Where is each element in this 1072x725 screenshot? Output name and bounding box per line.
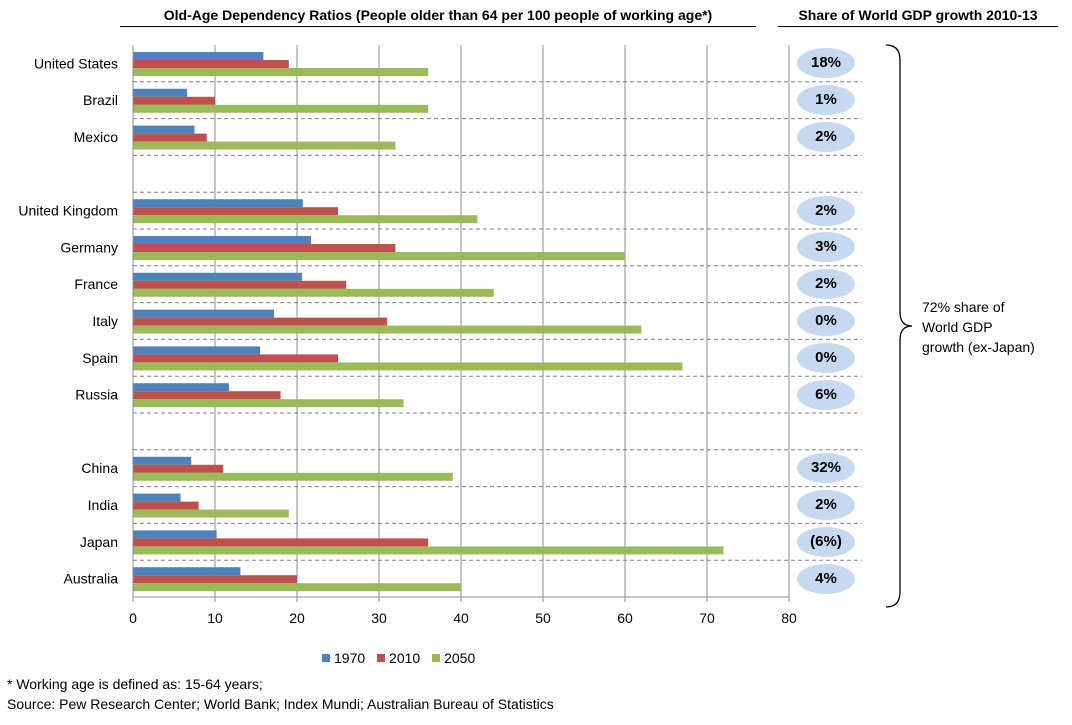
category-label: United States xyxy=(34,55,118,71)
bar-2010 xyxy=(133,96,215,105)
category-label: Russia xyxy=(75,387,118,403)
x-tick-label: 30 xyxy=(371,610,387,626)
category-label: France xyxy=(74,276,118,292)
gdp-share-bubble: 2% xyxy=(797,195,855,226)
gdp-share-bubble: 2% xyxy=(797,490,855,520)
bar-2050 xyxy=(133,68,429,76)
gdp-share-bubble: 3% xyxy=(797,232,855,263)
bar-1970 xyxy=(133,530,217,539)
x-tick-label: 70 xyxy=(699,610,715,626)
x-tick-label: 50 xyxy=(535,610,551,626)
bar-2010 xyxy=(133,391,281,400)
gdp-share-bubble: 6% xyxy=(797,379,855,410)
left-chart-title: Old-Age Dependency Ratios (People older … xyxy=(120,6,756,27)
bar-2010 xyxy=(133,244,396,252)
bar-1970 xyxy=(133,88,188,97)
bar-1970 xyxy=(133,272,302,281)
bar-1970 xyxy=(133,199,303,208)
legend-item-2050: 2050 xyxy=(432,649,475,667)
x-tick-label: 20 xyxy=(289,610,305,626)
category-label: United Kingdom xyxy=(18,203,118,219)
bar-1970 xyxy=(133,383,229,392)
gdp-share-bubble: 2% xyxy=(797,122,855,152)
gdp-share-bubble: 4% xyxy=(797,563,855,594)
x-tick-label: 10 xyxy=(207,610,223,626)
bar-2010 xyxy=(133,133,207,142)
gdp-share-bubble: (6%) xyxy=(797,526,855,557)
bar-1970 xyxy=(133,346,261,355)
category-label: India xyxy=(88,497,119,513)
bar-2050 xyxy=(133,583,461,592)
bar-2050 xyxy=(133,325,642,334)
category-label: Italy xyxy=(92,313,118,329)
footnote-working-age: * Working age is defined as: 15-64 years… xyxy=(7,676,263,692)
category-label: Japan xyxy=(80,534,118,550)
bar-2010 xyxy=(133,354,338,363)
right-column-title: Share of World GDP growth 2010-13 xyxy=(778,6,1058,27)
brace-annotation-line: World GDP xyxy=(922,319,993,335)
bar-2050 xyxy=(133,104,429,113)
gdp-share-bubble: 0% xyxy=(797,306,855,336)
bar-1970 xyxy=(133,456,192,465)
bar-2010 xyxy=(133,207,338,216)
x-tick-label: 0 xyxy=(129,610,137,626)
bar-2010 xyxy=(133,575,297,584)
legend-swatch xyxy=(432,654,441,662)
legend-swatch xyxy=(322,654,330,662)
bar-2050 xyxy=(133,509,289,518)
bar-2010 xyxy=(133,538,429,547)
bar-1970 xyxy=(133,309,275,318)
x-tick-label: 40 xyxy=(453,610,469,626)
bar-2050 xyxy=(133,399,404,408)
bar-1970 xyxy=(133,567,241,576)
gdp-share-bubble: 32% xyxy=(797,453,855,484)
gdp-share-bubble: 1% xyxy=(797,85,855,116)
bar-1970 xyxy=(133,125,195,134)
bar-2050 xyxy=(133,252,625,260)
curly-brace xyxy=(885,44,913,608)
bar-2010 xyxy=(133,60,289,68)
chart-legend: 1970 2010 2050 xyxy=(322,649,483,667)
legend-label: 2010 xyxy=(389,650,421,666)
legend-label: 2050 xyxy=(444,650,476,666)
gdp-share-bubble: 2% xyxy=(797,269,855,300)
x-tick-label: 60 xyxy=(617,610,633,626)
x-tick-label: 80 xyxy=(781,610,797,626)
legend-label: 1970 xyxy=(334,650,366,666)
category-label: China xyxy=(81,460,118,476)
brace-annotation-line: growth (ex-Japan) xyxy=(922,339,1035,355)
category-label: Australia xyxy=(64,571,119,587)
bar-1970 xyxy=(133,236,311,244)
bar-2010 xyxy=(133,280,347,289)
legend-item-1970: 1970 xyxy=(322,649,365,667)
category-label: Mexico xyxy=(74,129,119,145)
bar-2050 xyxy=(133,362,683,371)
bar-1970 xyxy=(133,52,264,60)
gdp-share-bubble: 18% xyxy=(797,48,855,79)
legend-item-2010: 2010 xyxy=(377,649,420,667)
bar-2050 xyxy=(133,141,396,150)
bar-2050 xyxy=(133,472,453,481)
brace-annotation-line: 72% share of xyxy=(922,299,1005,315)
gdp-share-bubble: 0% xyxy=(797,342,855,373)
bar-2010 xyxy=(133,464,224,473)
category-label: Spain xyxy=(82,350,118,366)
bar-2050 xyxy=(133,215,478,224)
footnote-source: Source: Pew Research Center; World Bank;… xyxy=(7,696,554,712)
bar-1970 xyxy=(133,493,181,502)
bar-2010 xyxy=(133,501,199,510)
bar-2010 xyxy=(133,317,388,326)
legend-swatch xyxy=(377,654,386,662)
category-label: Brazil xyxy=(83,92,118,108)
brace-annotation: 72% share of World GDP growth (ex-Japan) xyxy=(922,297,1072,357)
category-label: Germany xyxy=(60,239,118,255)
bar-2050 xyxy=(133,546,724,555)
bar-2050 xyxy=(133,288,494,297)
